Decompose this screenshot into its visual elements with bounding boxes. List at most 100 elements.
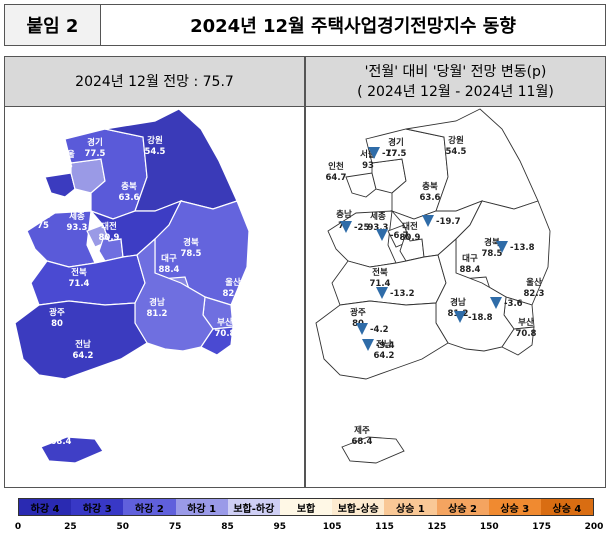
down-triangle-icon xyxy=(490,297,502,309)
region-value-label: 71.4 xyxy=(69,279,90,289)
down-triangle-icon xyxy=(454,311,466,323)
forecast-map-panel: 2024년 12월 전망 : 75.7 인천 64.7 서울 93 경기 77.5 강원 54… xyxy=(4,56,305,488)
region-name-label: 강원 xyxy=(448,135,464,146)
down-triangle-icon xyxy=(496,241,508,253)
change-value-label: -17 xyxy=(382,149,397,159)
legend-bin: 상승 3 xyxy=(488,499,541,515)
region-name-label: 충남 xyxy=(35,209,51,220)
legend-bin: 하강 1 xyxy=(175,499,228,515)
change-marker: -19.7 xyxy=(422,215,461,227)
legend-tick-label: 175 xyxy=(532,522,552,532)
legend-bin: 보합 xyxy=(279,499,333,515)
region-name-label: 충남 xyxy=(336,209,352,220)
region-name-label: 광주 xyxy=(49,307,65,318)
region-value-label: 93 xyxy=(362,161,374,171)
region-value-label: 75 xyxy=(37,221,49,231)
region-value-label: 81.2 xyxy=(147,309,168,319)
change-marker: -18.8 xyxy=(454,311,493,323)
region-name-label: 경북 xyxy=(183,237,199,248)
change-value-label: -18.8 xyxy=(468,313,493,323)
change-panel-header: '전월' 대비 '당월' 전망 변동(p) ( 2024년 12월 - 2024… xyxy=(306,57,605,107)
change-marker: -13.2 xyxy=(376,287,415,299)
region-name-label: 전남 xyxy=(376,339,392,350)
down-triangle-icon xyxy=(376,287,388,299)
appendix-title: 2024년 12월 주택사업경기전망지수 동향 xyxy=(190,16,516,37)
change-value-label: -25 xyxy=(354,223,369,233)
legend-bin: 하강 3 xyxy=(71,499,124,515)
legend-ticks: 0 25 50 75 85 95 105 115 125 150 175 200 xyxy=(0,522,610,536)
change-value-label: -4.2 xyxy=(370,325,389,335)
region-outline-13 xyxy=(501,326,535,356)
region-value-label: 64.7 xyxy=(326,173,347,183)
region-name-label: 광주 xyxy=(350,307,366,318)
legend-bin: 상승 4 xyxy=(540,499,594,515)
region-fill-13 xyxy=(200,326,234,356)
region-value-label: 93.3 xyxy=(67,223,88,233)
region-value-label: 64.7 xyxy=(25,173,46,183)
change-marker: -25 xyxy=(340,221,369,233)
change-marker-extra: -3.6 xyxy=(490,297,523,309)
legend-bin: 하강 2 xyxy=(123,499,176,515)
region-outline-15 xyxy=(315,300,449,380)
region-value-label: 54.5 xyxy=(145,147,166,157)
forecast-panel-title: 2024년 12월 전망 : 75.7 xyxy=(75,73,234,90)
region-value-label: 70.8 xyxy=(516,329,537,339)
region-outline-16 xyxy=(341,436,405,464)
region-name-label: 강원 xyxy=(147,135,163,146)
region-value-label: 64.2 xyxy=(73,351,94,361)
legend-tick-label: 150 xyxy=(479,522,499,532)
forecast-panel-header: 2024년 12월 전망 : 75.7 xyxy=(5,57,304,107)
change-marker: -4.2 xyxy=(356,323,389,335)
region-value-label: 71.4 xyxy=(370,279,391,289)
region-value-label: 93.3 xyxy=(368,223,389,233)
change-value-label: -19.7 xyxy=(436,217,461,227)
down-triangle-icon xyxy=(368,147,380,159)
region-name-label: 부산 xyxy=(217,317,233,328)
down-triangle-icon xyxy=(422,215,434,227)
region-value-label: 70.8 xyxy=(215,329,236,339)
region-name-label: 경기 xyxy=(388,137,404,148)
region-name-label: 대구 xyxy=(161,253,177,264)
region-name-label: 서울 xyxy=(59,149,75,160)
legend-tick-label: 200 xyxy=(584,522,604,532)
region-name-label: 경기 xyxy=(87,137,103,148)
legend-tick-label: 75 xyxy=(168,522,182,532)
region-name-label: 충북 xyxy=(121,181,137,192)
down-triangle-icon xyxy=(340,221,352,233)
legend-tick-label: 25 xyxy=(64,522,77,532)
region-value-label: 93 xyxy=(61,161,73,171)
region-name-label: 경북 xyxy=(484,237,500,248)
region-value-label: 80.9 xyxy=(400,233,421,243)
change-value-label: -9.4 xyxy=(376,341,395,351)
region-outline-0 xyxy=(345,172,377,198)
change-marker: -13.8 xyxy=(496,241,535,253)
region-value-label: 63.6 xyxy=(420,193,441,203)
change-panel-title-line2: ( 2024년 12월 - 2024년 11월) xyxy=(357,83,554,100)
region-name-label: 대구 xyxy=(462,253,478,264)
region-value-label: 77.5 xyxy=(386,149,407,159)
change-panel-title-line1: '전월' 대비 '당월' 전망 변동(p) xyxy=(364,63,547,80)
color-legend: 하강 4 하강 3 하강 2 하강 1 보합-하강 보합 보합-상승 상승 1 상승 2 상승 3… xyxy=(18,498,594,516)
region-value-label: 68.4 xyxy=(51,437,72,447)
region-value-label: 88.4 xyxy=(460,265,481,275)
region-name-label: 부산 xyxy=(518,317,534,328)
region-name-label: 경남 xyxy=(149,297,165,308)
region-name-label: 경남 xyxy=(450,297,466,308)
change-value-label: -13.8 xyxy=(510,243,535,253)
down-triangle-icon xyxy=(362,339,374,351)
region-name-label: 제주 xyxy=(354,425,370,436)
change-value-label: -6.7 xyxy=(390,231,409,241)
region-name-label: 인천 xyxy=(27,161,43,172)
change-value-label: -13.2 xyxy=(390,289,415,299)
region-value-label: 78.5 xyxy=(482,249,503,259)
region-name-label: 세종 xyxy=(370,211,386,222)
change-marker: -6.7 xyxy=(376,229,409,241)
appendix-header: 붙임 2 2024년 12월 주택사업경기전망지수 동향 xyxy=(4,4,606,46)
region-name-label: 대전 xyxy=(101,221,117,232)
region-name-label: 충북 xyxy=(422,181,438,192)
region-value-label: 88.4 xyxy=(159,265,180,275)
legend-bin: 보합-상승 xyxy=(332,499,385,515)
change-marker: -17 xyxy=(368,147,397,159)
region-fill-15 xyxy=(14,300,148,380)
down-triangle-icon xyxy=(376,229,388,241)
